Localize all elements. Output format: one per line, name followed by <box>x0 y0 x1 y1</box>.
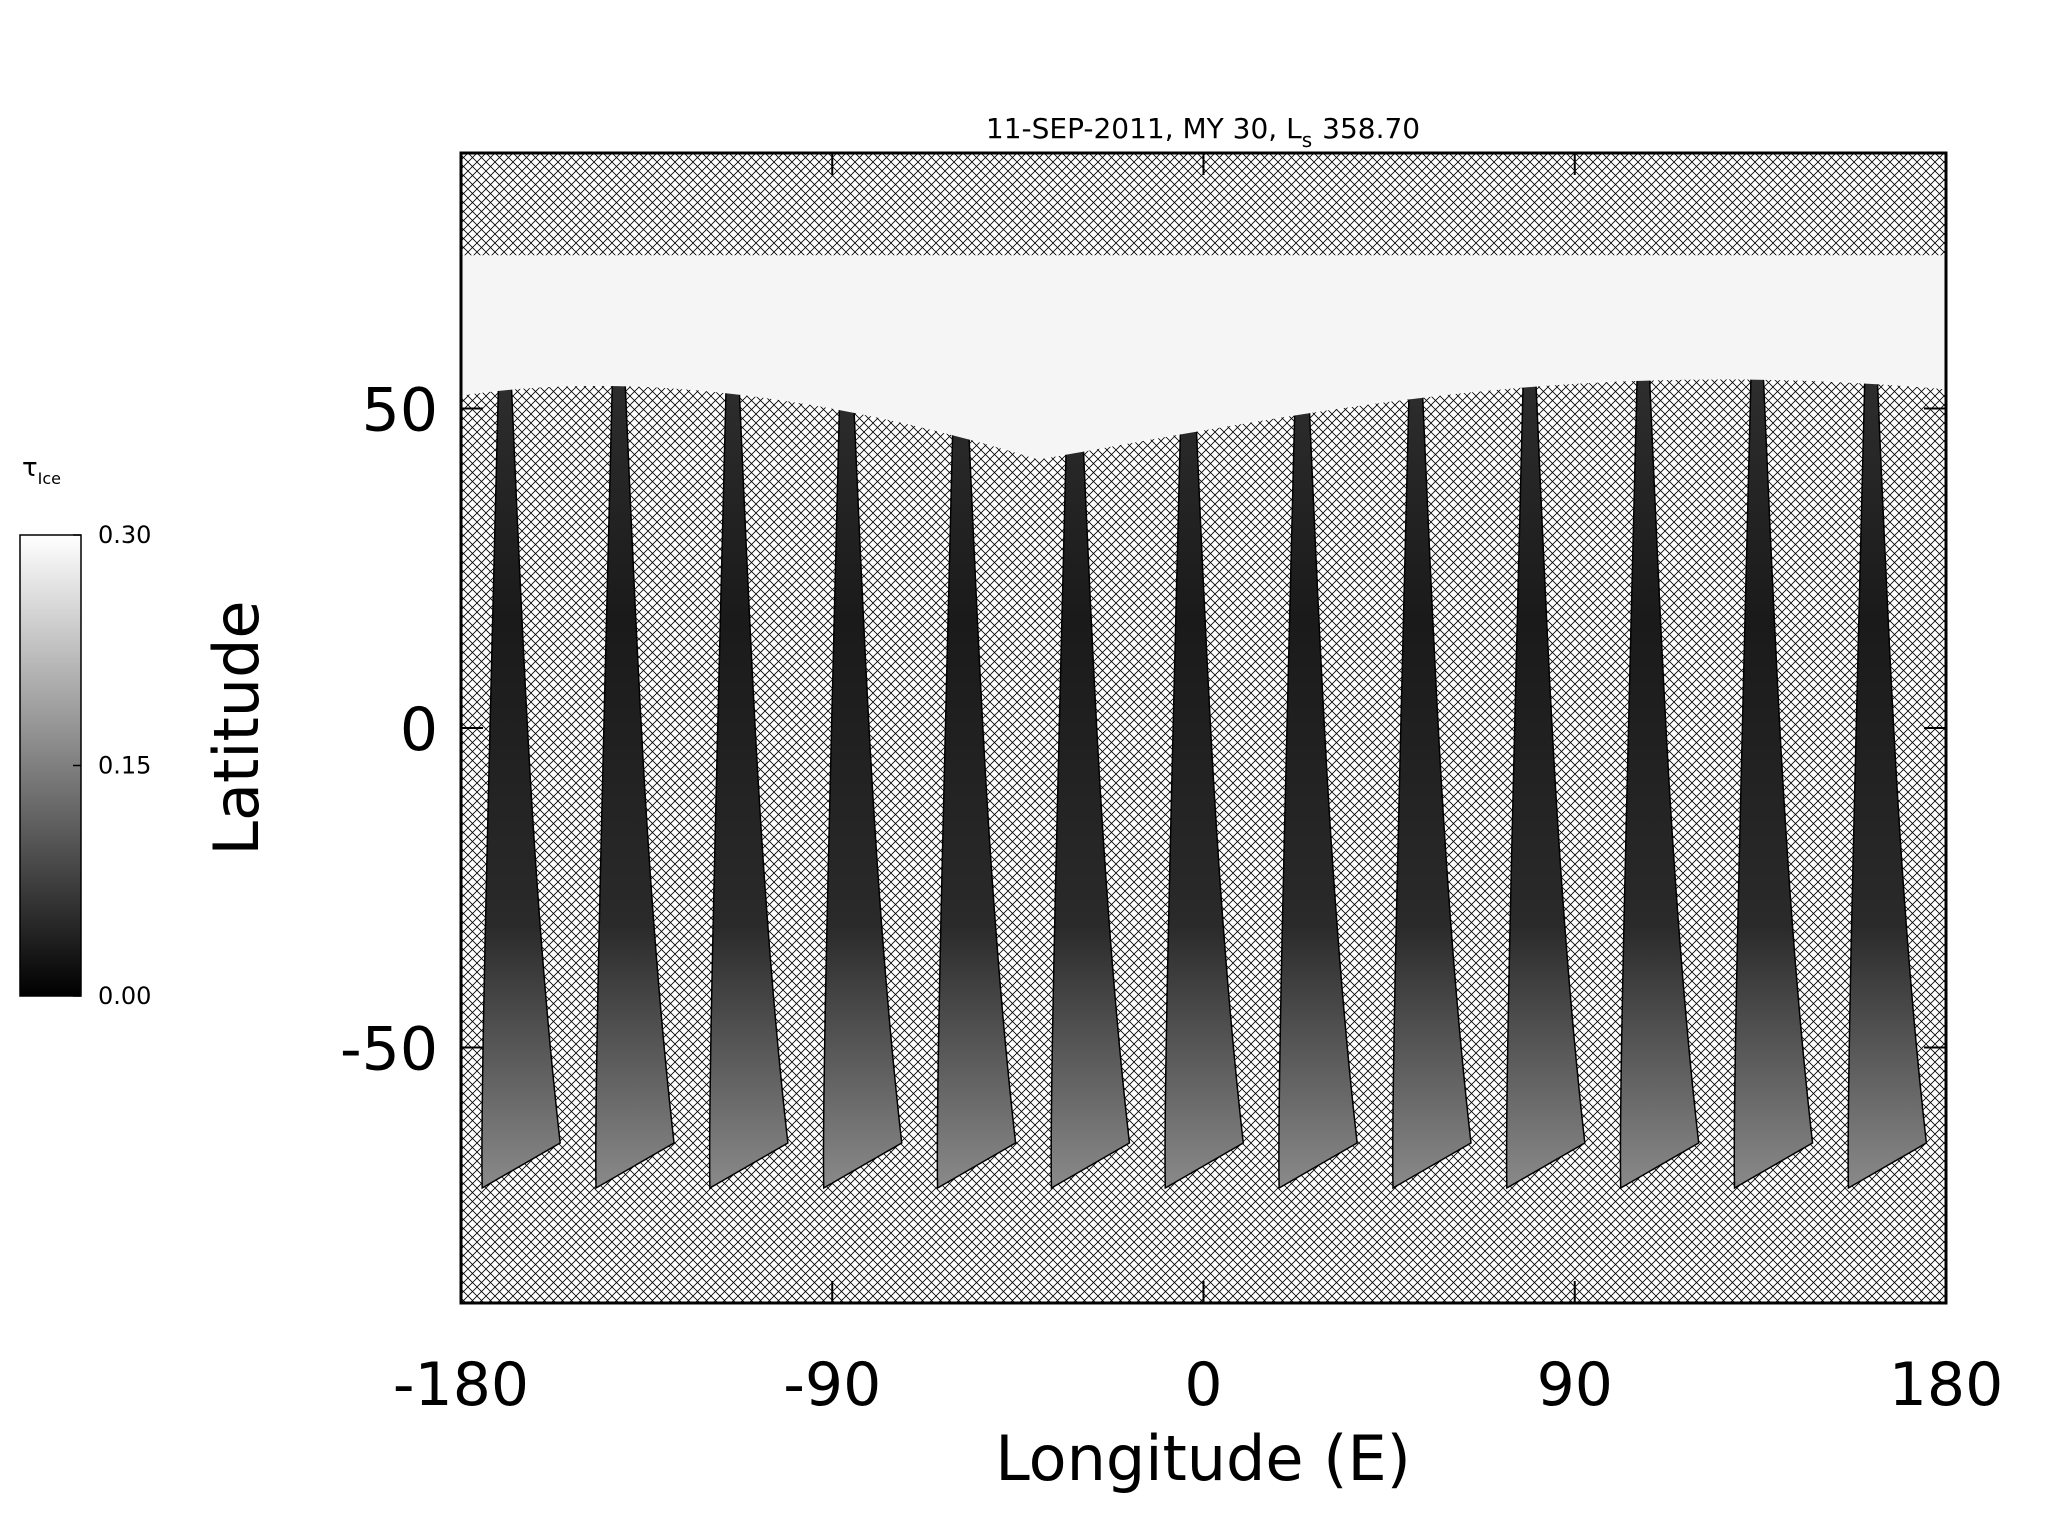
swath <box>936 311 1017 1190</box>
swath <box>1619 311 1700 1190</box>
y-tick-label: 0 <box>400 695 438 765</box>
y-axis-label: Latitude <box>200 600 273 855</box>
swath <box>1505 311 1586 1190</box>
swath <box>1050 311 1131 1190</box>
colorbar <box>19 534 82 997</box>
swath <box>1164 311 1245 1190</box>
colorbar-tick-label: 0.15 <box>98 752 151 780</box>
x-axis-label: Longitude (E) <box>995 1422 1411 1495</box>
title-subscript: s <box>1302 128 1312 152</box>
swath <box>481 311 561 1190</box>
x-tick-label: -180 <box>393 1350 529 1420</box>
x-tick-label: 0 <box>1184 1350 1222 1420</box>
swath <box>1278 311 1358 1190</box>
swath <box>595 311 675 1190</box>
swaths <box>461 255 1946 1190</box>
swath <box>822 311 903 1190</box>
colorbar-label: τIce <box>22 453 61 488</box>
colorbar-subscript: Ice <box>38 469 61 488</box>
x-tick-label: -90 <box>783 1350 881 1420</box>
swath <box>1847 311 1928 1190</box>
ice-cap <box>461 255 1946 460</box>
colorbar-tick-label: 0.30 <box>98 521 151 549</box>
chart-title: 11-SEP-2011, MY 30, Ls 358.70 <box>986 112 1420 152</box>
swath <box>708 311 789 1190</box>
y-tick-label: -50 <box>340 1014 438 1084</box>
colorbar-tick-label: 0.00 <box>98 982 151 1010</box>
x-tick-label: 90 <box>1537 1350 1613 1420</box>
y-tick-label: 50 <box>362 376 438 446</box>
x-tick-label: 180 <box>1889 1350 2004 1420</box>
swath <box>1391 311 1472 1190</box>
colorbar-symbol: τ <box>22 453 38 483</box>
title-value: 358.70 <box>1322 112 1420 145</box>
swath <box>1733 311 1814 1190</box>
title-text: 11-SEP-2011, MY 30, L <box>986 112 1302 145</box>
